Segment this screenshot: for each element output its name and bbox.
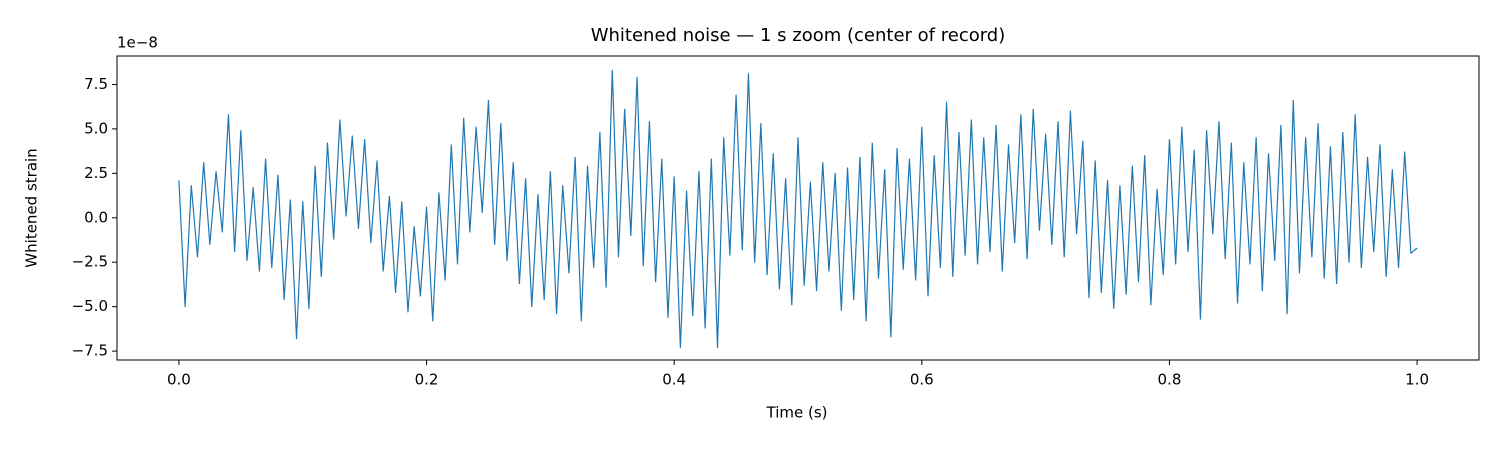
y-tick-label: 2.5: [84, 164, 108, 182]
y-offset-text: 1e−8: [117, 34, 158, 52]
x-axis-label: Time (s): [766, 404, 828, 422]
y-tick-label: −7.5: [72, 342, 108, 360]
x-tick-label: 0.2: [415, 371, 439, 389]
y-axis-label: Whitened strain: [23, 148, 41, 267]
x-tick-label: 0.8: [1158, 371, 1182, 389]
x-tick-label: 0.0: [167, 371, 191, 389]
y-tick-label: −5.0: [72, 297, 108, 315]
plot-frame: [116, 55, 1480, 361]
x-tick-label: 0.4: [662, 371, 686, 389]
y-tick-label: 0.0: [84, 208, 108, 226]
y-tick-label: 7.5: [84, 75, 108, 93]
x-tick-label: 0.6: [910, 371, 934, 389]
data-line: [178, 69, 1418, 349]
chart-title: Whitened noise — 1 s zoom (center of rec…: [591, 25, 1006, 46]
x-tick-label: 1.0: [1405, 371, 1429, 389]
y-tick-label: 5.0: [84, 119, 108, 137]
y-tick-label: −2.5: [72, 253, 108, 271]
